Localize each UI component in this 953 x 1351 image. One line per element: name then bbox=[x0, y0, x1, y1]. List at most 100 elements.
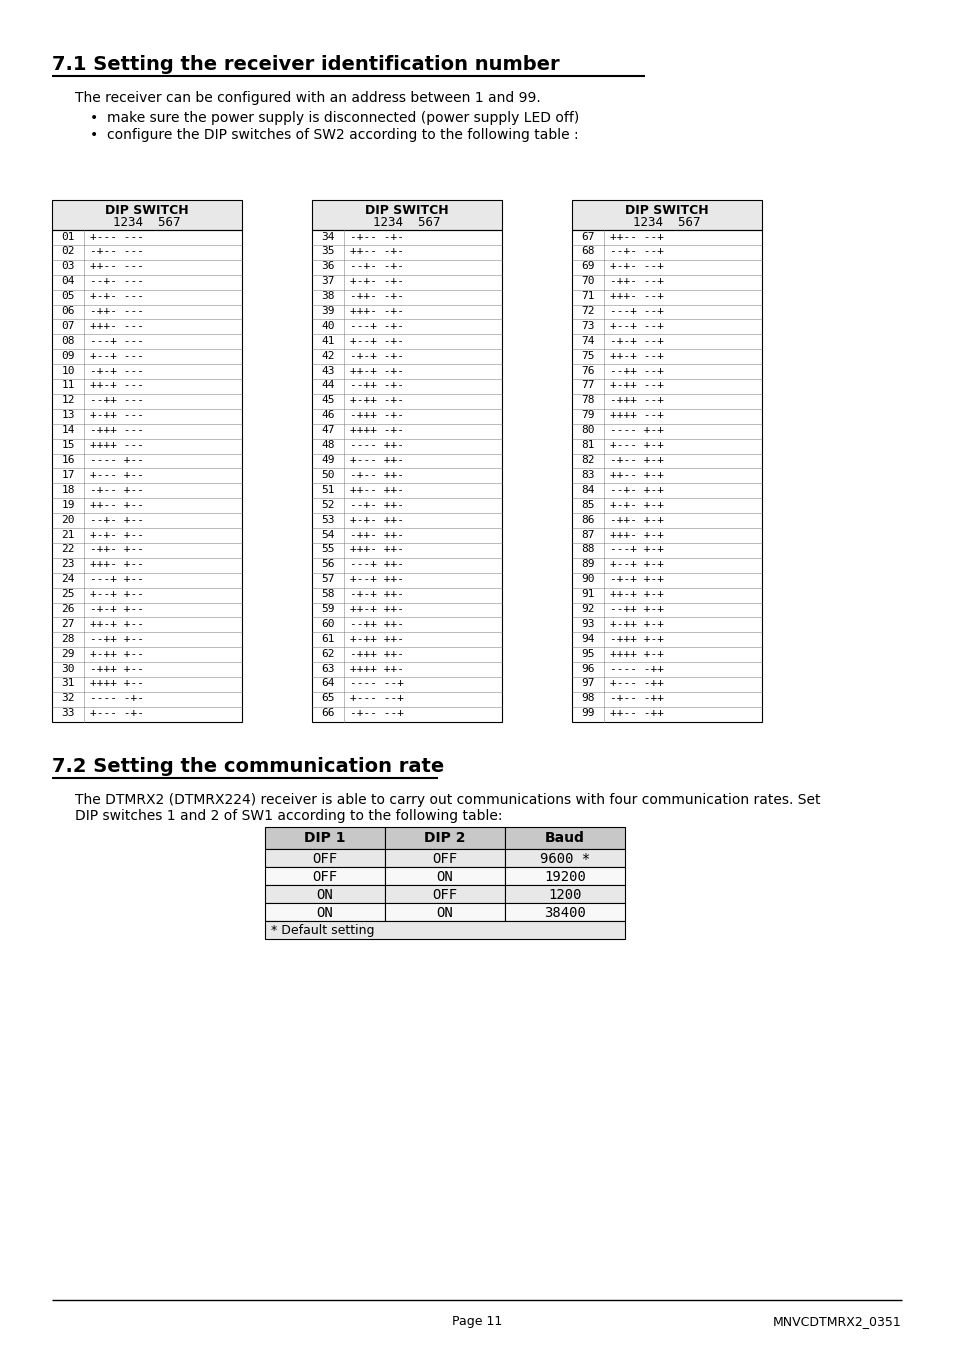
Text: +-+- +--: +-+- +-- bbox=[90, 530, 144, 539]
Text: ++-- --+: ++-- --+ bbox=[609, 231, 663, 242]
Text: --++ --+: --++ --+ bbox=[609, 366, 663, 376]
Text: +-+- ++-: +-+- ++- bbox=[350, 515, 403, 524]
Text: +--+ +--: +--+ +-- bbox=[90, 589, 144, 598]
Text: +-+- +-+: +-+- +-+ bbox=[609, 500, 663, 509]
Text: -+-+ --+: -+-+ --+ bbox=[609, 336, 663, 346]
Bar bbox=[385, 902, 504, 920]
Bar bbox=[312, 200, 501, 230]
Text: 17: 17 bbox=[61, 470, 74, 480]
Text: -+-- +-+: -+-- +-+ bbox=[609, 455, 663, 465]
Text: -++- +--: -++- +-- bbox=[90, 544, 144, 554]
Text: 59: 59 bbox=[321, 604, 335, 613]
Text: 29: 29 bbox=[61, 648, 74, 659]
Text: ---+ ---: ---+ --- bbox=[90, 336, 144, 346]
Text: •  configure the DIP switches of SW2 according to the following table :: • configure the DIP switches of SW2 acco… bbox=[90, 128, 578, 142]
Text: 64: 64 bbox=[321, 678, 335, 689]
Text: 32: 32 bbox=[61, 693, 74, 704]
Text: 38: 38 bbox=[321, 290, 335, 301]
Text: 51: 51 bbox=[321, 485, 335, 494]
Text: -+-- -+-: -+-- -+- bbox=[350, 231, 403, 242]
Bar bbox=[385, 827, 504, 848]
Text: 27: 27 bbox=[61, 619, 74, 630]
Text: OFF: OFF bbox=[432, 888, 457, 901]
Text: 38400: 38400 bbox=[543, 905, 585, 920]
Text: 57: 57 bbox=[321, 574, 335, 584]
Text: --++ +--: --++ +-- bbox=[90, 634, 144, 644]
Text: 55: 55 bbox=[321, 544, 335, 554]
Text: 54: 54 bbox=[321, 530, 335, 539]
Text: 19: 19 bbox=[61, 500, 74, 509]
Text: Page 11: Page 11 bbox=[452, 1315, 501, 1328]
Text: ---+ ++-: ---+ ++- bbox=[350, 559, 403, 569]
Text: 69: 69 bbox=[580, 261, 594, 272]
Text: -++- ++-: -++- ++- bbox=[350, 530, 403, 539]
Text: +-+- --+: +-+- --+ bbox=[609, 261, 663, 272]
Text: +++- ++-: +++- ++- bbox=[350, 544, 403, 554]
Text: +--+ ---: +--+ --- bbox=[90, 351, 144, 361]
Text: -++- --+: -++- --+ bbox=[609, 276, 663, 286]
Text: 08: 08 bbox=[61, 336, 74, 346]
Text: 1200: 1200 bbox=[548, 888, 581, 901]
Text: +--- --+: +--- --+ bbox=[350, 693, 403, 704]
Bar bbox=[572, 230, 761, 721]
Text: +--- ---: +--- --- bbox=[90, 231, 144, 242]
Text: ++++ -+-: ++++ -+- bbox=[350, 426, 403, 435]
Text: 65: 65 bbox=[321, 693, 335, 704]
Text: 18: 18 bbox=[61, 485, 74, 494]
Text: ---+ +-+: ---+ +-+ bbox=[609, 544, 663, 554]
Text: 10: 10 bbox=[61, 366, 74, 376]
Text: 22: 22 bbox=[61, 544, 74, 554]
Text: ++++ +-+: ++++ +-+ bbox=[609, 648, 663, 659]
Text: ON: ON bbox=[436, 870, 453, 884]
Text: 33: 33 bbox=[61, 708, 74, 719]
Text: +++- +--: +++- +-- bbox=[90, 559, 144, 569]
Bar bbox=[504, 867, 624, 885]
Text: DIP SWITCH: DIP SWITCH bbox=[624, 204, 708, 218]
Text: •  make sure the power supply is disconnected (power supply LED off): • make sure the power supply is disconne… bbox=[90, 111, 578, 126]
Text: ++-- +--: ++-- +-- bbox=[90, 500, 144, 509]
Text: 89: 89 bbox=[580, 559, 594, 569]
Bar bbox=[265, 920, 624, 939]
Bar bbox=[504, 902, 624, 920]
Text: 41: 41 bbox=[321, 336, 335, 346]
Text: 90: 90 bbox=[580, 574, 594, 584]
Text: 92: 92 bbox=[580, 604, 594, 613]
Bar bbox=[504, 848, 624, 867]
Text: +-+- -+-: +-+- -+- bbox=[350, 276, 403, 286]
Bar bbox=[385, 848, 504, 867]
Text: 01: 01 bbox=[61, 231, 74, 242]
Text: 58: 58 bbox=[321, 589, 335, 598]
Text: +++- --+: +++- --+ bbox=[609, 290, 663, 301]
Text: 46: 46 bbox=[321, 411, 335, 420]
Text: 93: 93 bbox=[580, 619, 594, 630]
Text: --+- ---: --+- --- bbox=[90, 276, 144, 286]
Text: 20: 20 bbox=[61, 515, 74, 524]
Text: ON: ON bbox=[316, 888, 333, 901]
Text: ++-+ --+: ++-+ --+ bbox=[609, 351, 663, 361]
Text: -+-- ---: -+-- --- bbox=[90, 246, 144, 257]
Text: ++-+ ++-: ++-+ ++- bbox=[350, 604, 403, 613]
Text: 25: 25 bbox=[61, 589, 74, 598]
Text: 66: 66 bbox=[321, 708, 335, 719]
Text: ++-+ +-+: ++-+ +-+ bbox=[609, 589, 663, 598]
Text: ---- --+: ---- --+ bbox=[350, 678, 403, 689]
Text: 94: 94 bbox=[580, 634, 594, 644]
Text: ---+ -+-: ---+ -+- bbox=[350, 322, 403, 331]
Text: +-++ --+: +-++ --+ bbox=[609, 381, 663, 390]
Text: +--+ -+-: +--+ -+- bbox=[350, 336, 403, 346]
Text: 36: 36 bbox=[321, 261, 335, 272]
Text: +--- -+-: +--- -+- bbox=[90, 708, 144, 719]
Text: 48: 48 bbox=[321, 440, 335, 450]
Text: ---- +-+: ---- +-+ bbox=[609, 426, 663, 435]
Text: +++- ---: +++- --- bbox=[90, 322, 144, 331]
Text: +--+ --+: +--+ --+ bbox=[609, 322, 663, 331]
Text: 23: 23 bbox=[61, 559, 74, 569]
Text: ++++ +--: ++++ +-- bbox=[90, 678, 144, 689]
Text: 09: 09 bbox=[61, 351, 74, 361]
Text: 76: 76 bbox=[580, 366, 594, 376]
Text: OFF: OFF bbox=[313, 851, 337, 866]
Text: +-+- ---: +-+- --- bbox=[90, 290, 144, 301]
Text: -+-- +--: -+-- +-- bbox=[90, 485, 144, 494]
Bar bbox=[265, 902, 385, 920]
Text: -++- -+-: -++- -+- bbox=[350, 290, 403, 301]
